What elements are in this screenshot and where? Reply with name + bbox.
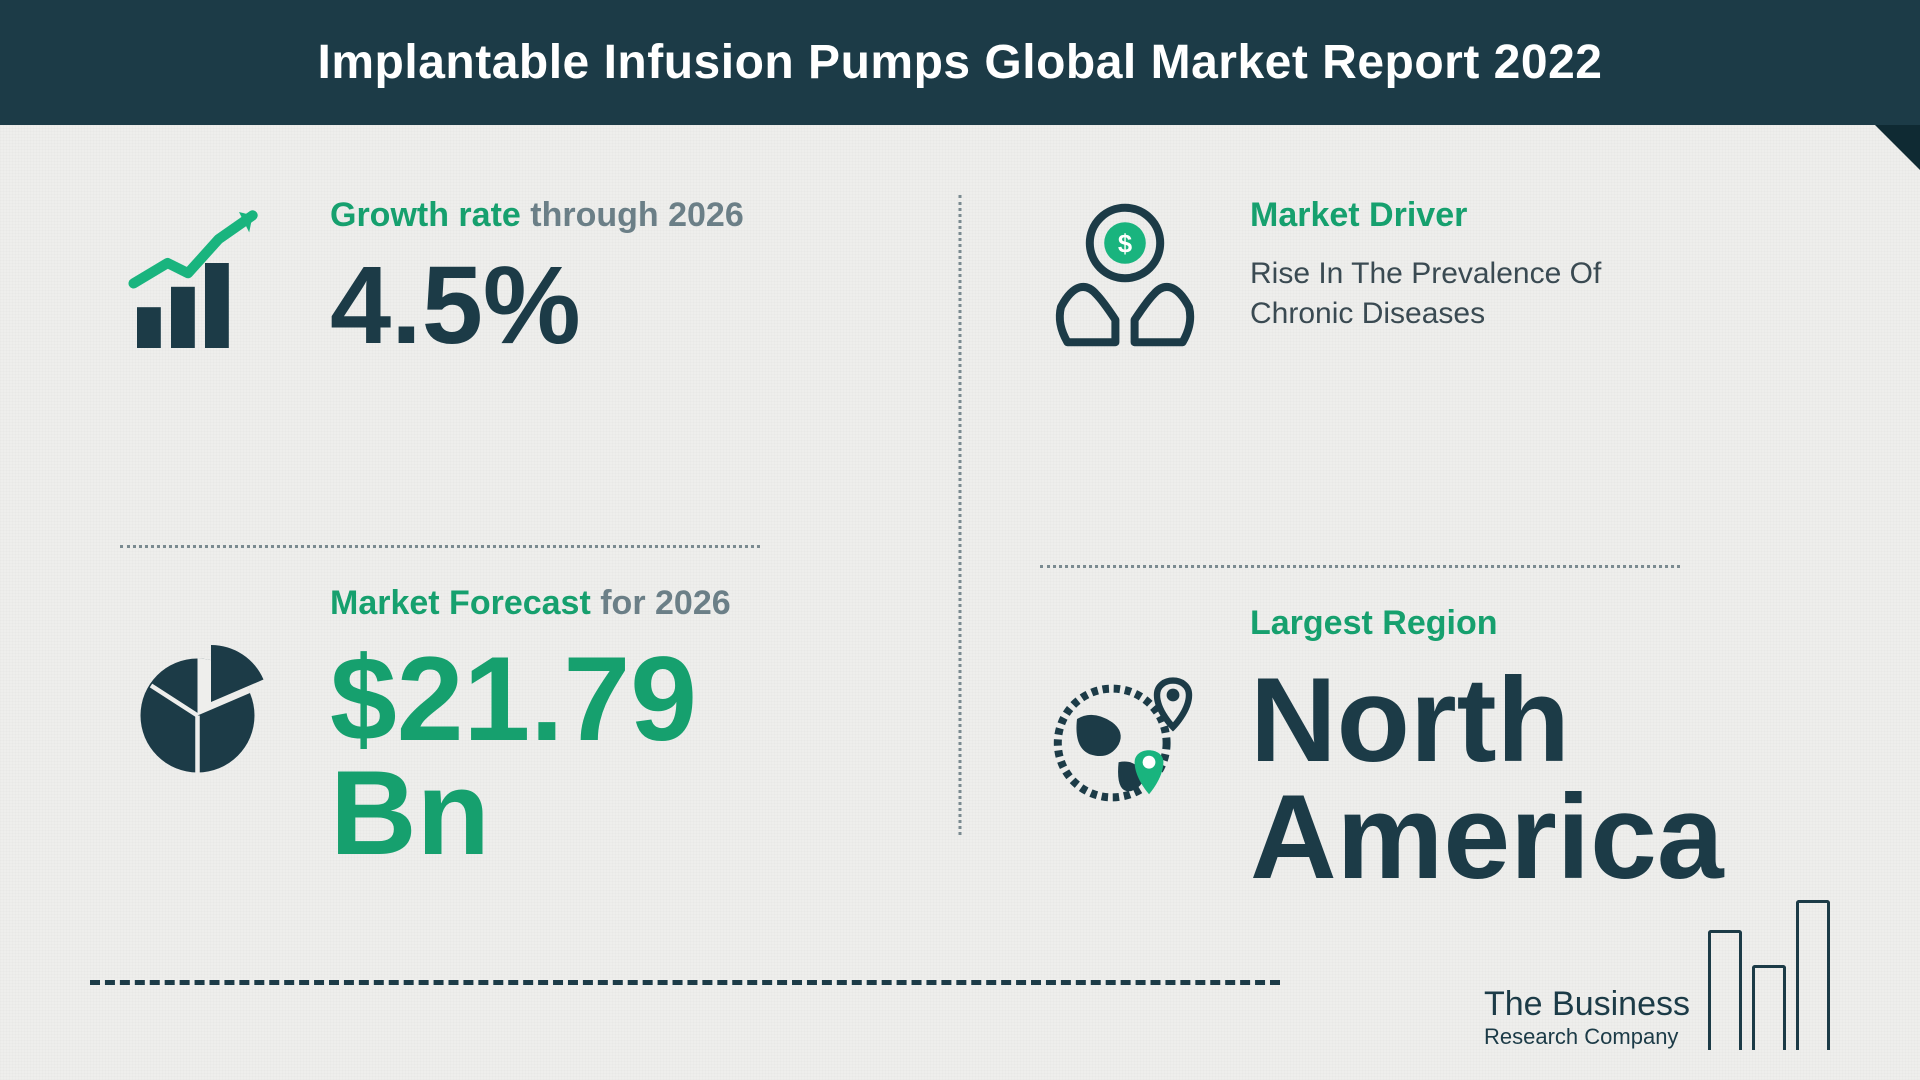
region-value: North America bbox=[1250, 662, 1800, 897]
growth-chart-icon bbox=[120, 195, 290, 365]
forecast-label: Market Forecast for 2026 bbox=[330, 583, 880, 624]
growth-label-accent: Growth rate bbox=[330, 196, 521, 234]
bottom-dashed-rule bbox=[90, 980, 1280, 985]
report-title: Implantable Infusion Pumps Global Market… bbox=[318, 35, 1603, 90]
logo-line1: The Business bbox=[1484, 985, 1690, 1024]
svg-text:$: $ bbox=[1118, 231, 1132, 259]
growth-value: 4.5% bbox=[330, 254, 880, 359]
region-label-text: Largest Region bbox=[1250, 604, 1497, 642]
driver-text: Rise In The Prevalence Of Chronic Diseas… bbox=[1250, 254, 1710, 335]
driver-label-text: Market Driver bbox=[1250, 196, 1467, 234]
logo-text: The Business Research Company bbox=[1484, 985, 1690, 1050]
market-driver-block: $ Market Driver Rise In The Prevalence O… bbox=[1040, 195, 1800, 355]
left-section-divider bbox=[120, 545, 760, 548]
logo-bars-icon bbox=[1708, 900, 1830, 1050]
forecast-label-accent: Market Forecast bbox=[330, 584, 591, 622]
driver-label: Market Driver bbox=[1250, 195, 1800, 236]
report-header: Implantable Infusion Pumps Global Market… bbox=[0, 0, 1920, 125]
content-area: Growth rate through 2026 4.5% Market F bbox=[0, 125, 1920, 1080]
center-vertical-divider bbox=[959, 195, 962, 835]
hands-coin-icon: $ bbox=[1040, 195, 1210, 355]
growth-label-muted: through 2026 bbox=[521, 196, 744, 234]
globe-pin-icon bbox=[1040, 663, 1210, 823]
logo-bar bbox=[1708, 930, 1742, 1050]
growth-label: Growth rate through 2026 bbox=[330, 195, 880, 236]
forecast-value: $21.79 Bn bbox=[330, 642, 880, 870]
pie-chart-icon bbox=[120, 633, 290, 783]
growth-rate-block: Growth rate through 2026 4.5% bbox=[120, 195, 880, 365]
logo-line2: Research Company bbox=[1484, 1024, 1690, 1050]
largest-region-block: Largest Region North America bbox=[1040, 565, 1800, 897]
logo-bar bbox=[1752, 965, 1786, 1050]
market-forecast-block: Market Forecast for 2026 $21.79 Bn bbox=[120, 545, 880, 870]
logo-bar bbox=[1796, 900, 1830, 1050]
region-label: Largest Region bbox=[1250, 603, 1800, 644]
right-section-divider bbox=[1040, 565, 1680, 568]
forecast-label-muted: for 2026 bbox=[591, 584, 731, 622]
company-logo: The Business Research Company bbox=[1484, 900, 1830, 1050]
